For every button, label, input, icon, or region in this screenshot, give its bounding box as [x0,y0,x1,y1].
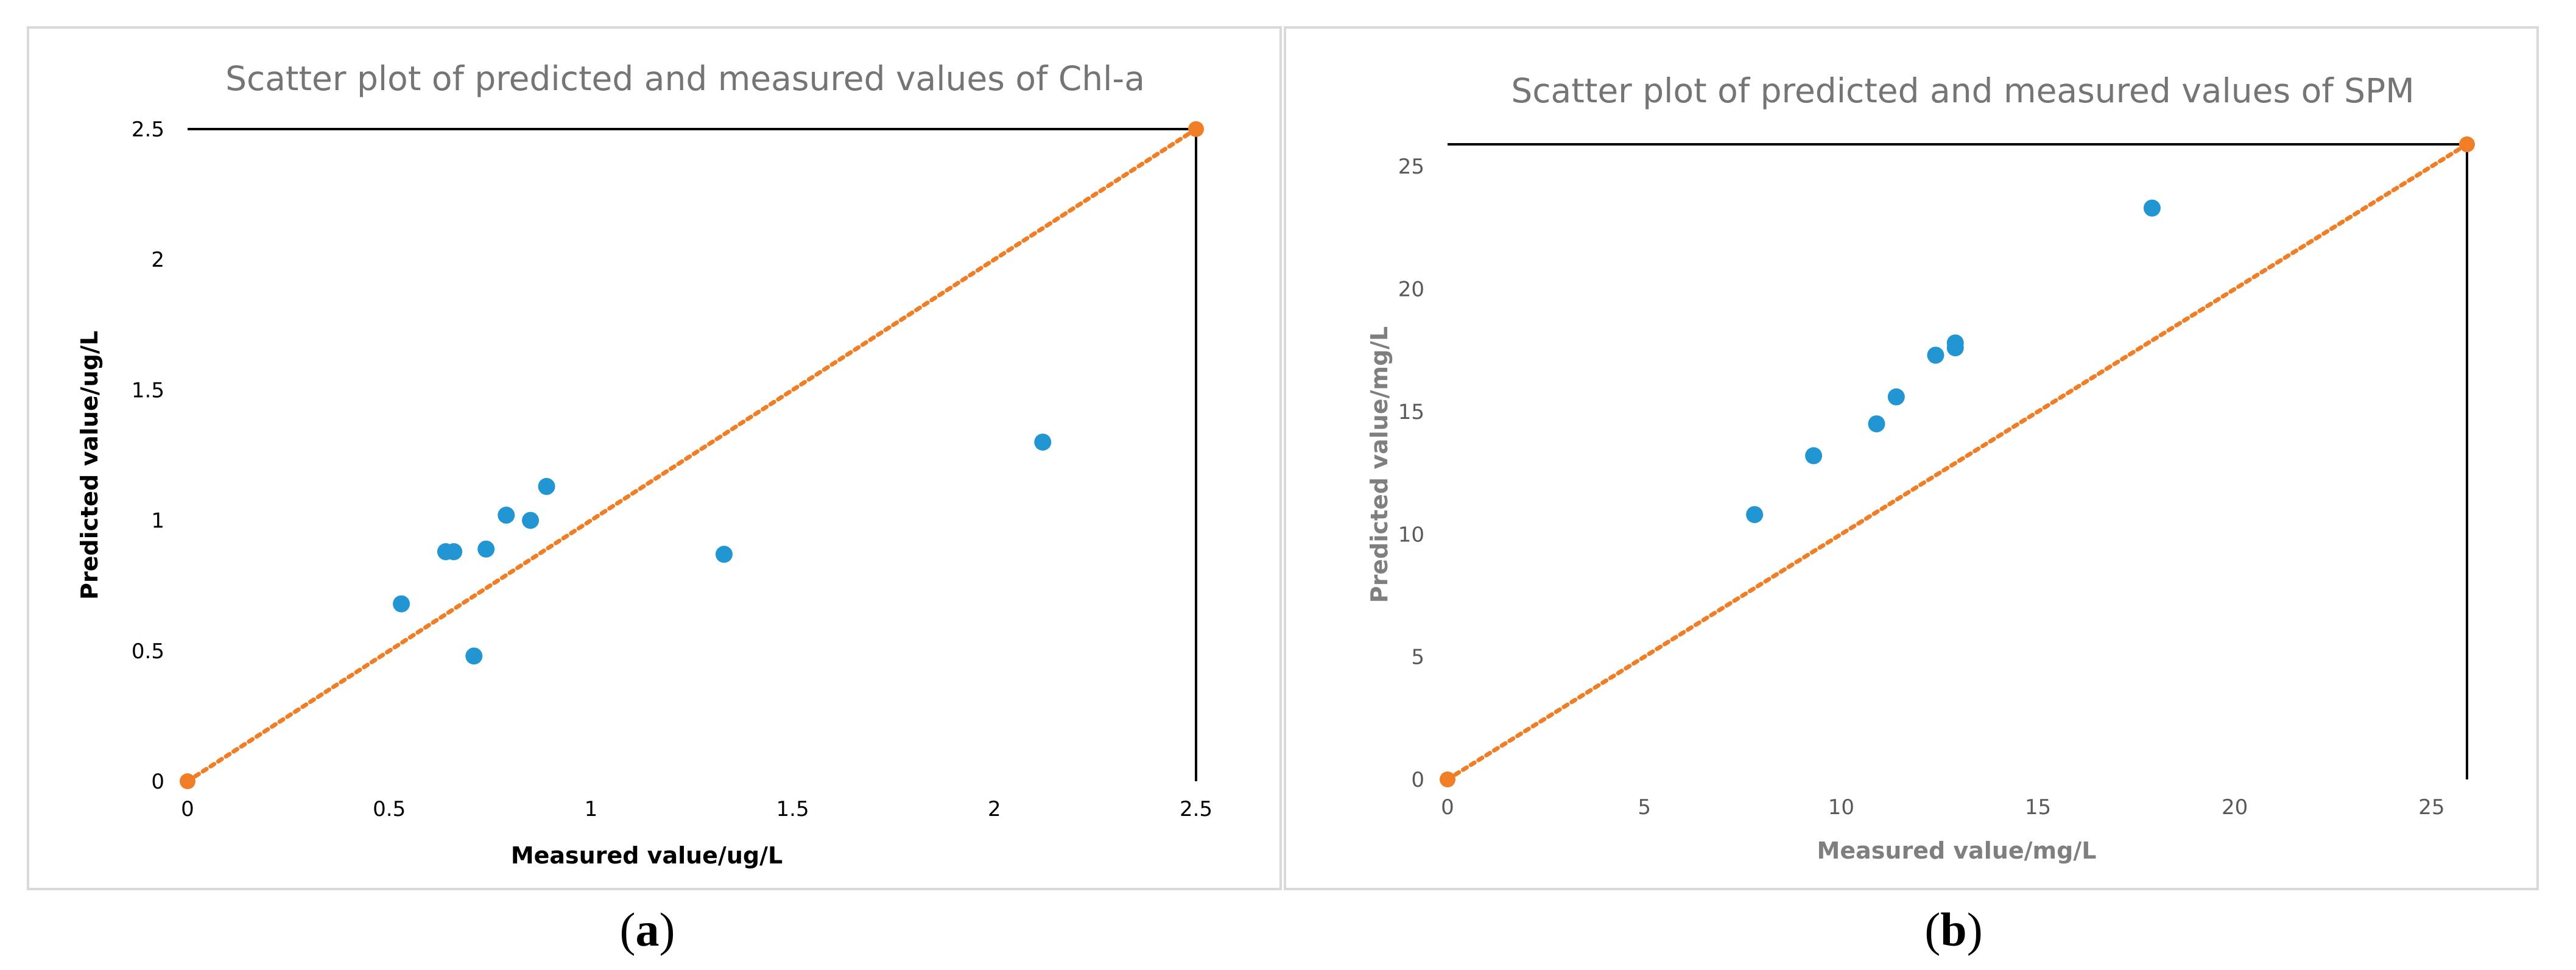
y-tick-label: 2 [151,248,164,272]
y-tick-label: 2.5 [132,118,164,142]
x-axis-label: Measured value/mg/L [1817,837,2097,864]
data-point [538,477,555,495]
y-tick-label: 15 [1398,400,1424,424]
y-tick-label: 1.5 [132,378,164,402]
y-tick-label: 0 [151,770,164,794]
reference-line-end-marker [2459,136,2475,152]
reference-line-start-marker [1440,771,1455,787]
chart-panel-chl-a: Scatter plot of predicted and measured v… [27,26,1282,890]
x-tick-label: 2 [988,797,1001,821]
y-axis-label: Predicted value/ug/L [76,331,103,600]
caption-b: (b) [1924,903,1982,956]
x-axis-label: Measured value/ug/L [511,842,783,869]
x-tick-label: 10 [1828,795,1854,820]
plot-frame [188,128,1197,781]
chart-panel-border [1284,26,2539,890]
y-tick-label: 5 [1411,645,1424,670]
tick-labels: 0 0.5 1 1.5 2 2.5 0 0.5 1 1.5 2 2.5 [132,118,1212,821]
reference-line-start-marker [180,773,195,789]
data-point [1034,434,1052,451]
data-point [1927,346,1944,364]
data-points [1746,199,2161,524]
y-tick-label: 1 [151,509,164,533]
data-point [522,511,540,529]
x-tick-label: 0.5 [373,797,406,821]
data-point [1805,447,1823,465]
y-tick-label: 10 [1398,522,1424,547]
y-tick-label: 20 [1398,278,1424,302]
reference-line [1440,136,2475,787]
data-point [465,647,483,665]
chart-panel-spm: Scatter plot of predicted and measured v… [1284,26,2539,890]
reference-line-path [185,127,1198,784]
caption-a: (a) [620,903,675,956]
data-point [445,543,463,561]
y-tick-label: 25 [1398,155,1424,179]
x-tick-label: 20 [2222,795,2248,820]
data-points [393,434,1052,665]
x-tick-label: 1 [585,797,598,821]
x-tick-label: 15 [2025,795,2051,820]
x-tick-label: 25 [2418,795,2444,820]
data-point [1887,388,1905,406]
tick-labels: 0 5 10 15 20 25 0 5 10 15 20 25 [1398,155,2445,820]
reference-line [180,121,1204,789]
x-tick-label: 0 [1441,795,1454,820]
reference-line-path [1445,142,2469,782]
y-tick-label: 0.5 [132,639,164,664]
data-point [1946,334,1964,352]
data-point [2143,199,2161,217]
chart-title: Scatter plot of predicted and measured v… [225,59,1145,98]
plot-frame [1448,143,2468,779]
data-point [715,546,733,563]
data-point [498,507,515,524]
x-tick-label: 0 [181,797,194,821]
reference-line-end-marker [1188,121,1204,137]
data-point [393,595,410,613]
chart-title: Scatter plot of predicted and measured v… [1511,71,2414,110]
data-point [1868,415,1885,433]
x-tick-label: 1.5 [776,797,809,821]
data-point [1746,506,1764,524]
x-tick-label: 2.5 [1180,797,1212,821]
chart-panel-border [27,26,1282,890]
x-tick-label: 5 [1638,795,1651,820]
y-axis-label: Predicted value/mg/L [1366,326,1393,603]
data-point [477,540,495,558]
y-tick-label: 0 [1411,768,1424,792]
